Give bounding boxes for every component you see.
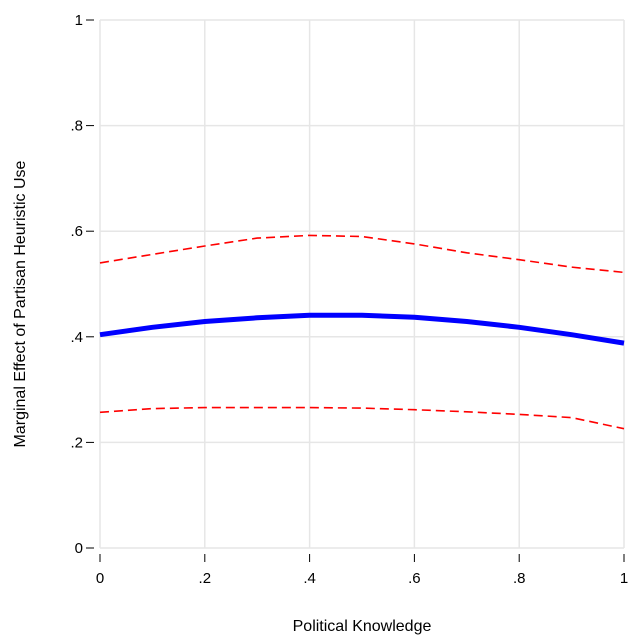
y-tick-label: 1	[75, 12, 83, 29]
x-tick-label: 0	[96, 570, 104, 587]
series-line-estimate	[99, 312, 625, 346]
x-tick-label: .4	[303, 570, 316, 587]
x-axis-title: Political Knowledge	[293, 618, 432, 635]
x-tick-label: .6	[408, 570, 421, 587]
y-axis-title: Marginal Effect of Partisan Heuristic Us…	[12, 160, 29, 447]
series-line-lower-bound	[99, 406, 625, 430]
series-group	[99, 234, 625, 430]
series-line-upper-bound	[99, 234, 625, 274]
y-tick-label: .2	[70, 434, 83, 451]
y-tick-label: 0	[75, 540, 83, 557]
x-tick-label: .8	[513, 570, 526, 587]
y-tick-label: .4	[70, 329, 83, 346]
x-tick-label: .2	[199, 570, 212, 587]
axes: 0 .2 .4 .6 .8 1 0 .2 .4 .6 .8 1	[70, 12, 628, 587]
y-tick-label: .8	[70, 118, 83, 135]
y-tick-label: .6	[70, 223, 83, 240]
x-tick-label: 1	[620, 570, 628, 587]
gridlines	[99, 19, 625, 549]
